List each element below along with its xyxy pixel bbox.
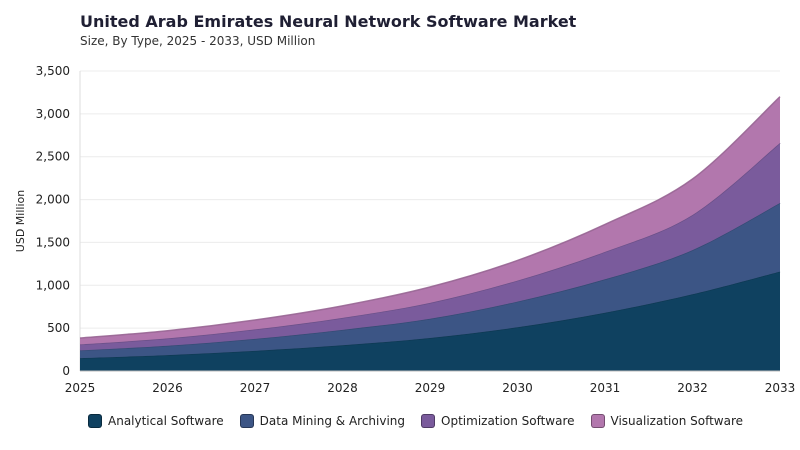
area-analytical-software [80, 271, 780, 371]
legend-label: Visualization Software [610, 414, 744, 428]
x-tick-label: 2025 [65, 381, 96, 395]
area-visualization-software [80, 96, 780, 345]
chart-legend: Analytical Software Data Mining & Archivi… [88, 414, 743, 428]
legend-swatch [590, 414, 605, 428]
legend-item: Analytical Software [88, 414, 224, 428]
y-tick-label: 2,500 [36, 150, 70, 164]
legend-swatch [421, 414, 436, 428]
area-visualization-software-edge [79, 96, 781, 339]
legend-item: Visualization Software [590, 414, 744, 428]
legend-item: Optimization Software [421, 414, 575, 428]
x-tick-label: 2029 [415, 381, 446, 395]
legend-label: Analytical Software [108, 414, 224, 428]
y-tick-label: 1,000 [36, 278, 70, 292]
area-data-mining-archiving [80, 203, 780, 359]
chart-title: United Arab Emirates Neural Network Soft… [80, 12, 577, 31]
legend-label: Data Mining & Archiving [259, 414, 406, 428]
y-tick-label: 0 [62, 364, 70, 378]
x-tick-label: 2033 [765, 381, 796, 395]
y-tick-label: 500 [47, 321, 70, 335]
area-optimization-software [80, 143, 780, 351]
y-axis-title: USD Million [14, 190, 27, 252]
x-tick-label: 2032 [677, 381, 708, 395]
x-tick-label: 2030 [502, 381, 533, 395]
x-tick-label: 2028 [327, 381, 358, 395]
x-tick-label: 2031 [590, 381, 621, 395]
x-tick-label: 2027 [240, 381, 271, 395]
y-tick-label: 2,000 [36, 193, 70, 207]
x-tick-label: 2026 [152, 381, 183, 395]
legend-item: Data Mining & Archiving [239, 414, 406, 428]
legend-swatch [239, 414, 254, 428]
legend-swatch [88, 414, 102, 428]
y-tick-label: 3,000 [36, 107, 70, 121]
y-tick-label: 3,500 [36, 64, 70, 78]
chart-subtitle: Size, By Type, 2025 - 2033, USD Million [80, 34, 316, 48]
y-tick-label: 1,500 [36, 235, 70, 249]
legend-label: Optimization Software [441, 414, 575, 428]
